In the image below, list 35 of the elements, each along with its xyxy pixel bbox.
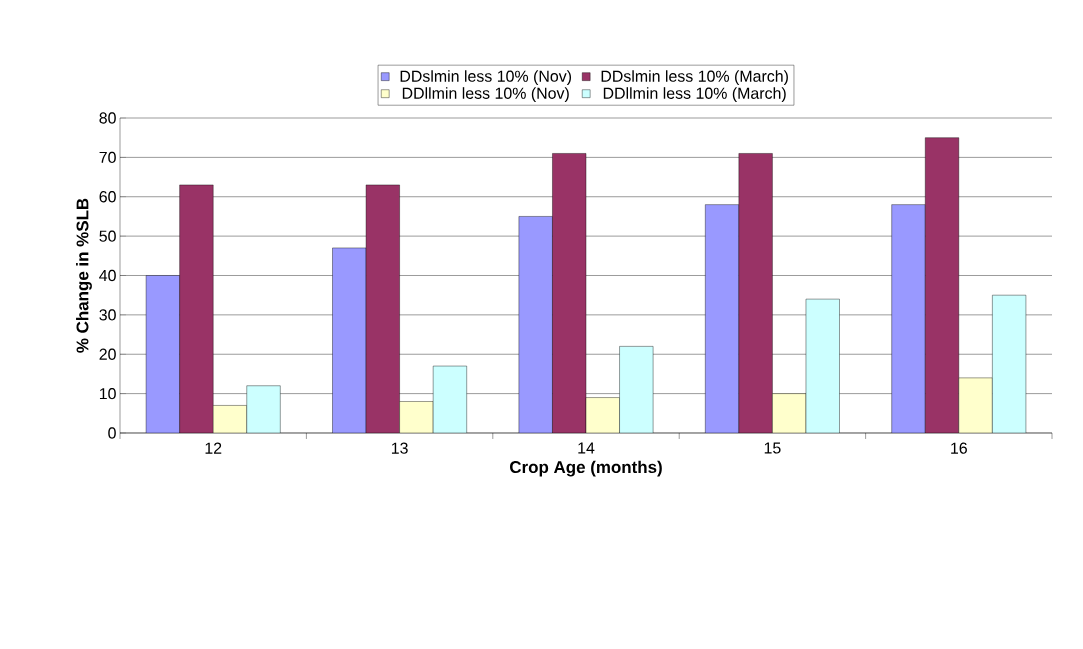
x-tick-label: 12 bbox=[205, 442, 222, 454]
bar bbox=[179, 184, 214, 433]
y-tick-label: 20 bbox=[99, 348, 116, 360]
legend-label: DDllmin less 10% (March) bbox=[603, 87, 786, 103]
legend-label: DDslmin less 10% (March) bbox=[601, 70, 788, 85]
legend-label: DDllmin less 10% (Nov) bbox=[402, 87, 569, 103]
bar bbox=[145, 275, 180, 433]
y-tick-label: 40 bbox=[99, 269, 116, 282]
x-axis-title: Crop Age (months) bbox=[510, 460, 662, 477]
bar bbox=[332, 247, 367, 433]
bar bbox=[805, 298, 840, 433]
x-tick-label: 15 bbox=[764, 442, 781, 454]
bar bbox=[365, 184, 400, 433]
bar bbox=[738, 153, 773, 433]
bar bbox=[925, 137, 960, 433]
bar bbox=[552, 153, 587, 433]
legend-label: DDslmin less 10% (Nov) bbox=[400, 70, 572, 85]
y-tick-label: 70 bbox=[99, 151, 116, 164]
bar bbox=[432, 365, 467, 433]
x-tick-label: 14 bbox=[578, 442, 595, 454]
bar bbox=[246, 385, 281, 433]
bar bbox=[619, 346, 654, 433]
y-tick-label: 10 bbox=[99, 387, 116, 400]
bar bbox=[891, 204, 926, 433]
y-tick-label: 60 bbox=[99, 191, 116, 203]
bar bbox=[518, 216, 553, 433]
x-tick-label: 13 bbox=[391, 442, 408, 454]
y-axis-title: % Change in %SLB bbox=[76, 198, 92, 353]
y-tick-label: 80 bbox=[99, 112, 116, 124]
x-tick-label: 16 bbox=[951, 442, 967, 454]
y-tick-label: 0 bbox=[108, 427, 116, 439]
y-tick-label: 30 bbox=[99, 309, 116, 321]
y-tick-label: 50 bbox=[99, 230, 116, 242]
bar bbox=[705, 204, 740, 433]
bar bbox=[992, 294, 1027, 433]
